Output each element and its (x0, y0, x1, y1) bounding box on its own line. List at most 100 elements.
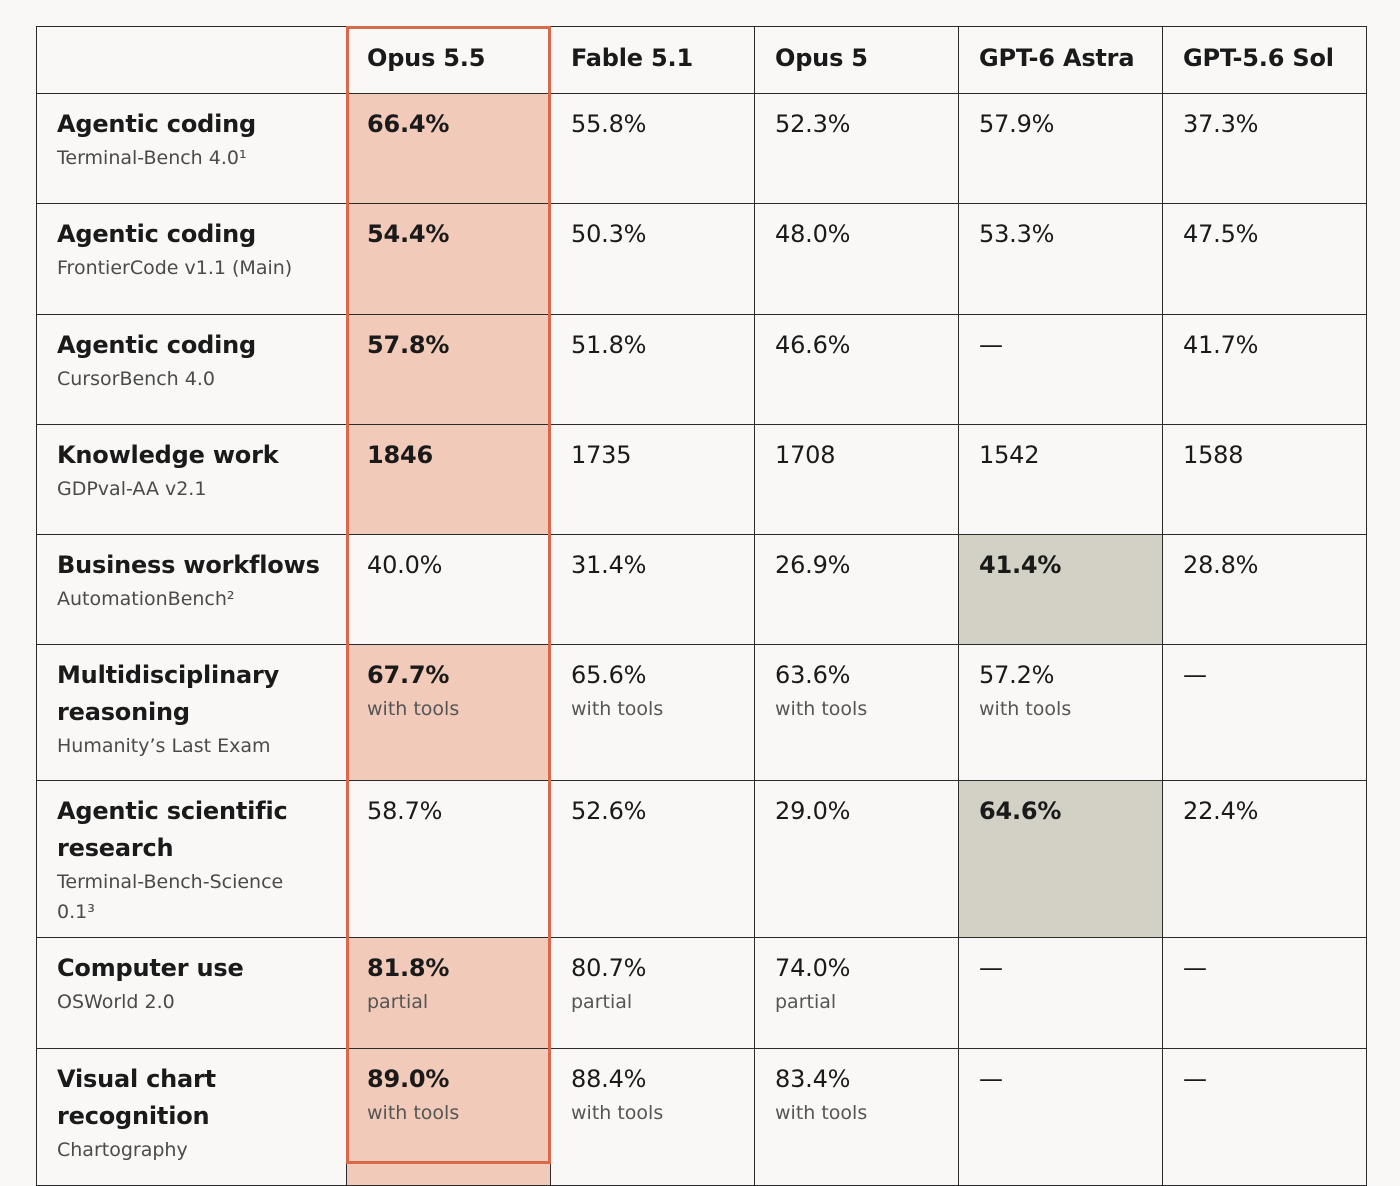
benchmark-category: Agentic scientific research (57, 797, 288, 862)
score-note: partial (367, 991, 429, 1013)
score-note: with tools (775, 1102, 868, 1124)
score-cell: 47.5% (1162, 203, 1367, 315)
score-note: with tools (367, 698, 460, 720)
score-cell: 41.4% (958, 534, 1163, 645)
score-cell: 40.0% (346, 534, 551, 645)
column-header-label: GPT-5.6 Sol (1183, 44, 1334, 72)
score-cell: 74.0% partial (754, 937, 959, 1049)
column-header-label: Opus 5 (775, 44, 868, 72)
score-cell: 83.4% with tools (754, 1048, 959, 1186)
row-header-cell: Knowledge work GDPval-AA v2.1 (36, 424, 347, 535)
score-cell: 1735 (550, 424, 755, 535)
score-cell: 52.3% (754, 93, 959, 204)
score-value: 58.7% (367, 797, 443, 825)
score-cell: 65.6% with tools (550, 644, 755, 781)
score-cell: 52.6% (550, 780, 755, 938)
benchmark-name: OSWorld 2.0 (57, 991, 175, 1013)
score-cell: 50.3% (550, 203, 755, 315)
benchmark-category: Visual chart recognition (57, 1065, 216, 1130)
score-cell: 46.6% (754, 314, 959, 425)
score-value: — (1183, 661, 1207, 689)
score-value: 64.6% (979, 797, 1062, 825)
score-value: 50.3% (571, 220, 647, 248)
score-value: 40.0% (367, 551, 443, 579)
score-cell: 55.8% (550, 93, 755, 204)
score-cell: 37.3% (1162, 93, 1367, 204)
score-cell: 54.4% (346, 203, 551, 315)
score-cell: 57.2% with tools (958, 644, 1163, 781)
score-value: 37.3% (1183, 110, 1259, 138)
benchmark-category: Agentic coding (57, 331, 256, 359)
score-value: 81.8% (367, 954, 450, 982)
benchmark-category: Agentic coding (57, 110, 256, 138)
score-cell: 53.3% (958, 203, 1163, 315)
table-row: Agentic scientific research Terminal-Benc… (36, 780, 1367, 938)
score-note: partial (775, 991, 837, 1013)
score-value: 52.6% (571, 797, 647, 825)
score-cell: 1846 (346, 424, 551, 535)
score-value: 55.8% (571, 110, 647, 138)
score-note: partial (571, 991, 633, 1013)
table-row: Multidisciplinary reasoning Humanity’s La… (36, 644, 1367, 781)
column-header-label: GPT-6 Astra (979, 44, 1135, 72)
score-value: 28.8% (1183, 551, 1259, 579)
score-cell: 1588 (1162, 424, 1367, 535)
score-cell: 88.4% with tools (550, 1048, 755, 1186)
benchmark-table: Opus 5.5 Fable 5.1 Opus 5 GPT-6 Astra GP… (36, 26, 1367, 1186)
score-value: 67.7% (367, 661, 450, 689)
score-value: 1588 (1183, 441, 1244, 469)
score-value: 26.9% (775, 551, 851, 579)
column-header-gpt-5-6-sol: GPT-5.6 Sol (1162, 26, 1367, 94)
benchmark-category: Agentic coding (57, 220, 256, 248)
score-cell: — (1162, 1048, 1367, 1186)
column-header-gpt-6-astra: GPT-6 Astra (958, 26, 1163, 94)
score-cell: 1708 (754, 424, 959, 535)
score-note: with tools (571, 698, 664, 720)
score-cell: — (958, 1048, 1163, 1186)
row-header-cell: Agentic coding CursorBench 4.0 (36, 314, 347, 425)
score-value: 48.0% (775, 220, 851, 248)
score-value: 53.3% (979, 220, 1055, 248)
score-cell: 89.0% with tools (346, 1048, 551, 1186)
benchmark-name: Chartography (57, 1139, 188, 1161)
score-value: 41.7% (1183, 331, 1259, 359)
benchmark-name: Terminal-Bench-Science 0.1³ (57, 871, 284, 923)
score-cell: 66.4% (346, 93, 551, 204)
benchmark-name: Humanity’s Last Exam (57, 735, 271, 757)
column-header-label: Opus 5.5 (367, 44, 486, 72)
benchmark-category: Knowledge work (57, 441, 279, 469)
score-value: 88.4% (571, 1065, 647, 1093)
column-header-fable-5-1: Fable 5.1 (550, 26, 755, 94)
score-value: 57.8% (367, 331, 450, 359)
score-cell: — (1162, 937, 1367, 1049)
score-note: with tools (571, 1102, 664, 1124)
table-row: Computer use OSWorld 2.0 81.8% partial 80.7%… (36, 937, 1367, 1049)
score-value: 29.0% (775, 797, 851, 825)
score-value: — (979, 1065, 1003, 1093)
score-cell: 58.7% (346, 780, 551, 938)
score-value: — (979, 954, 1003, 982)
score-cell: 29.0% (754, 780, 959, 938)
column-header-opus-5: Opus 5 (754, 26, 959, 94)
score-value: 80.7% (571, 954, 647, 982)
benchmark-name: CursorBench 4.0 (57, 368, 215, 390)
score-value: 54.4% (367, 220, 450, 248)
score-cell: 28.8% (1162, 534, 1367, 645)
score-value: 89.0% (367, 1065, 450, 1093)
row-header-cell: Business workflows AutomationBench² (36, 534, 347, 645)
score-note: with tools (979, 698, 1072, 720)
score-cell: 57.8% (346, 314, 551, 425)
score-cell: 41.7% (1162, 314, 1367, 425)
score-cell: 64.6% (958, 780, 1163, 938)
score-value: 1735 (571, 441, 632, 469)
table-body: Agentic coding Terminal-Bench 4.0¹ 66.4% 55… (36, 93, 1367, 1186)
score-value: 52.3% (775, 110, 851, 138)
score-value: 57.2% (979, 661, 1055, 689)
score-value: 74.0% (775, 954, 851, 982)
benchmark-name: FrontierCode v1.1 (Main) (57, 257, 293, 279)
score-value: — (1183, 1065, 1207, 1093)
score-value: 22.4% (1183, 797, 1259, 825)
score-cell: 31.4% (550, 534, 755, 645)
score-note: with tools (367, 1102, 460, 1124)
score-value: 66.4% (367, 110, 450, 138)
